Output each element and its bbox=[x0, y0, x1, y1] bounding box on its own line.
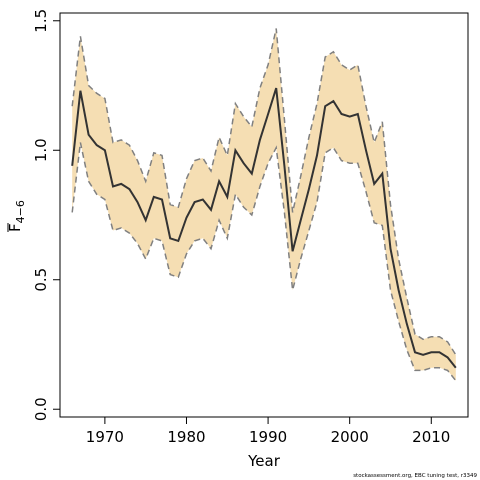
confidence-band bbox=[72, 28, 456, 381]
y-axis-title-subscript: 4−6 bbox=[14, 200, 27, 223]
lower-bound-line bbox=[71, 142, 457, 382]
y-tick-label: 1.0 bbox=[32, 138, 50, 162]
y-axis-title-text: F bbox=[6, 223, 24, 232]
x-tick-label: 2010 bbox=[412, 428, 450, 446]
y-axis-title: F4−6 bbox=[6, 200, 27, 232]
plot-frame bbox=[59, 12, 469, 418]
x-tick-label: 1990 bbox=[249, 428, 287, 446]
y-axis: 0.0 0.5 1.0 1.5 bbox=[32, 9, 60, 421]
upper-bound-line bbox=[71, 28, 457, 356]
x-axis: 1970 1980 1990 2000 2010 bbox=[86, 417, 450, 446]
x-tick-label: 2000 bbox=[331, 428, 369, 446]
credit-text: stockassessment.org, EBC tuning test, r3… bbox=[353, 473, 477, 479]
x-tick-label: 1970 bbox=[86, 428, 124, 446]
y-tick-label: 1.5 bbox=[32, 9, 50, 33]
x-axis-title: Year bbox=[247, 452, 281, 470]
y-tick-label: 0.0 bbox=[32, 397, 50, 421]
svg-text:F4−6: F4−6 bbox=[6, 200, 27, 232]
estimate-line bbox=[71, 87, 457, 369]
y-tick-label: 0.5 bbox=[32, 268, 50, 292]
x-tick-label: 1980 bbox=[167, 428, 205, 446]
